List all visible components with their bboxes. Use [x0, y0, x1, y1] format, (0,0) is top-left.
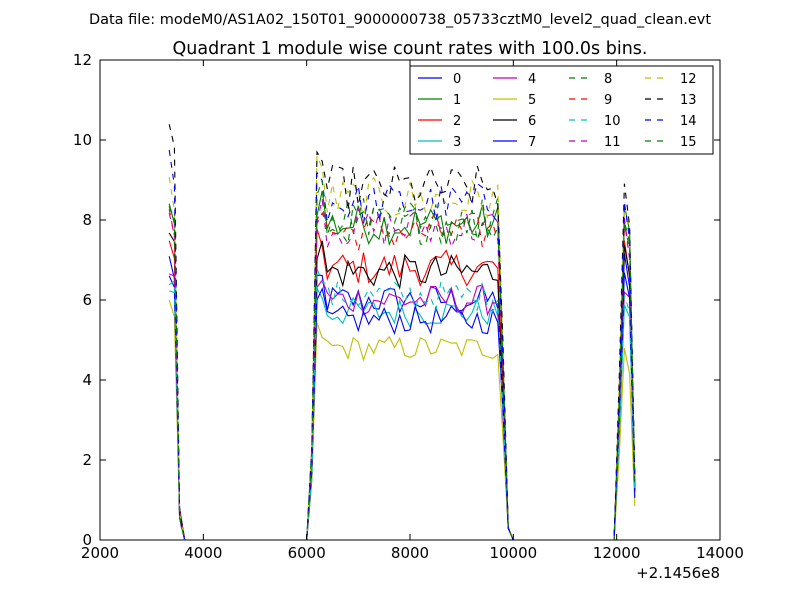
series-line-1 — [168, 190, 636, 540]
y-tick-label: 0 — [82, 531, 92, 549]
legend-label-14: 14 — [680, 114, 697, 129]
y-tick-label: 2 — [82, 451, 92, 469]
y-tick-label: 8 — [82, 211, 92, 229]
legend-label-7: 7 — [528, 135, 536, 150]
series-line-2 — [168, 228, 636, 540]
series-line-8 — [168, 197, 636, 540]
x-tick-label: 12000 — [593, 544, 641, 562]
legend-label-15: 15 — [680, 135, 697, 150]
legend-label-11: 11 — [604, 135, 621, 150]
series-line-5 — [168, 300, 636, 540]
y-tick-label: 4 — [82, 371, 92, 389]
chart-title: Quadrant 1 module wise count rates with … — [173, 39, 648, 59]
legend-label-4: 4 — [528, 72, 536, 87]
x-tick-label: 14000 — [696, 544, 744, 562]
x-tick-label: 4000 — [184, 544, 222, 562]
series-line-6 — [168, 232, 636, 540]
chart-suptitle: Data file: modeM0/AS1A02_150T01_90000007… — [89, 12, 711, 28]
legend-label-13: 13 — [680, 93, 697, 108]
series-line-11 — [168, 198, 636, 540]
plot-area — [168, 124, 636, 540]
series-line-9 — [168, 209, 636, 540]
legend-label-9: 9 — [604, 93, 612, 108]
series-line-0 — [168, 253, 636, 540]
y-tick-label: 12 — [73, 51, 92, 69]
legend-label-10: 10 — [604, 114, 621, 129]
legend-label-1: 1 — [453, 93, 461, 108]
x-axis-ticks: 2000 4000 6000 8000 10000 12000 14000 — [81, 60, 744, 562]
legend-label-3: 3 — [453, 135, 461, 150]
legend-label-2: 2 — [453, 114, 461, 129]
series-lines — [168, 124, 636, 540]
legend-box — [409, 65, 714, 155]
series-line-7 — [168, 272, 636, 540]
y-tick-label: 10 — [73, 131, 92, 149]
y-tick-label: 6 — [82, 291, 92, 309]
x-axis-offset-label: +2.1456e8 — [636, 564, 720, 582]
legend-label-12: 12 — [680, 72, 697, 87]
x-tick-label: 2000 — [81, 544, 119, 562]
series-line-12 — [168, 155, 636, 540]
x-tick-label: 10000 — [489, 544, 537, 562]
series-line-4 — [168, 273, 636, 540]
x-tick-label: 6000 — [288, 544, 326, 562]
legend-label-0: 0 — [453, 72, 461, 87]
legend-label-6: 6 — [528, 114, 536, 129]
legend-label-8: 8 — [604, 72, 612, 87]
legend-label-5: 5 — [528, 93, 536, 108]
series-line-10 — [168, 268, 636, 540]
x-tick-label: 8000 — [391, 544, 429, 562]
